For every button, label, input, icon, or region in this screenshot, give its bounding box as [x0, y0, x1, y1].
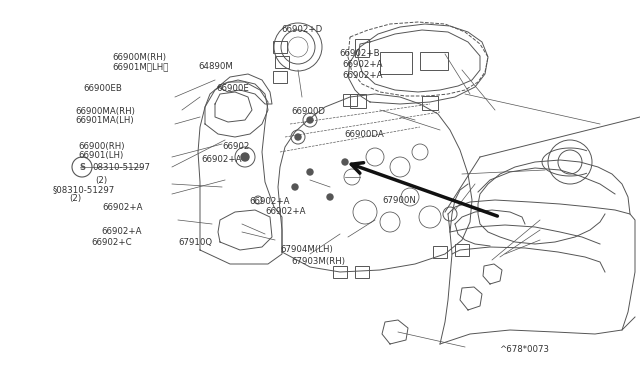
- Circle shape: [307, 169, 313, 175]
- Bar: [380, 52, 412, 74]
- Text: 66902+A: 66902+A: [266, 207, 306, 216]
- Text: (2): (2): [69, 194, 81, 203]
- Text: 67904M(LH): 67904M(LH): [280, 245, 333, 254]
- Circle shape: [292, 184, 298, 190]
- Text: 66902+A: 66902+A: [342, 60, 383, 69]
- Text: 08310-51297: 08310-51297: [92, 163, 150, 171]
- Text: 66902+A: 66902+A: [202, 155, 242, 164]
- Text: 66901(LH): 66901(LH): [78, 151, 124, 160]
- Bar: [350, 94, 366, 108]
- Text: S: S: [79, 163, 85, 171]
- Bar: [333, 266, 347, 278]
- Circle shape: [307, 117, 313, 123]
- Circle shape: [342, 159, 348, 165]
- Bar: [273, 41, 287, 53]
- Text: 66902+A: 66902+A: [101, 227, 141, 236]
- Text: 66902+A: 66902+A: [102, 203, 143, 212]
- Text: 67903M(RH): 67903M(RH): [291, 257, 345, 266]
- Text: 66902+B: 66902+B: [339, 49, 380, 58]
- Circle shape: [295, 134, 301, 140]
- Text: 66901MA(LH): 66901MA(LH): [76, 116, 134, 125]
- Text: 66900DA: 66900DA: [344, 130, 384, 139]
- Text: 66900D: 66900D: [291, 107, 325, 116]
- Bar: [355, 266, 369, 278]
- Bar: [355, 39, 369, 57]
- Text: 66900MA(RH): 66900MA(RH): [76, 107, 136, 116]
- Bar: [343, 94, 357, 106]
- Text: 66900EB: 66900EB: [83, 84, 122, 93]
- Bar: [275, 56, 289, 68]
- Text: 66902: 66902: [223, 142, 250, 151]
- Text: 67910Q: 67910Q: [178, 238, 212, 247]
- Text: 67900N: 67900N: [383, 196, 417, 205]
- Text: 66900E: 66900E: [216, 84, 249, 93]
- Text: 66902+D: 66902+D: [282, 25, 323, 34]
- Bar: [273, 71, 287, 83]
- Text: 66902+A: 66902+A: [342, 71, 383, 80]
- Text: §08310-51297: §08310-51297: [52, 185, 115, 194]
- Bar: [433, 246, 447, 258]
- Bar: [420, 52, 448, 70]
- Text: 66902+A: 66902+A: [250, 197, 290, 206]
- Bar: [455, 244, 469, 256]
- Circle shape: [327, 194, 333, 200]
- Text: 64890M: 64890M: [198, 62, 233, 71]
- Text: 66902+C: 66902+C: [92, 238, 132, 247]
- Text: 66900M(RH): 66900M(RH): [112, 53, 166, 62]
- Text: 66901M〈LH〉: 66901M〈LH〉: [112, 62, 168, 71]
- Text: (2): (2): [95, 176, 107, 185]
- Text: ^678*0073: ^678*0073: [499, 345, 549, 354]
- Circle shape: [241, 153, 249, 161]
- Text: 66900(RH): 66900(RH): [78, 142, 125, 151]
- Bar: [422, 96, 438, 110]
